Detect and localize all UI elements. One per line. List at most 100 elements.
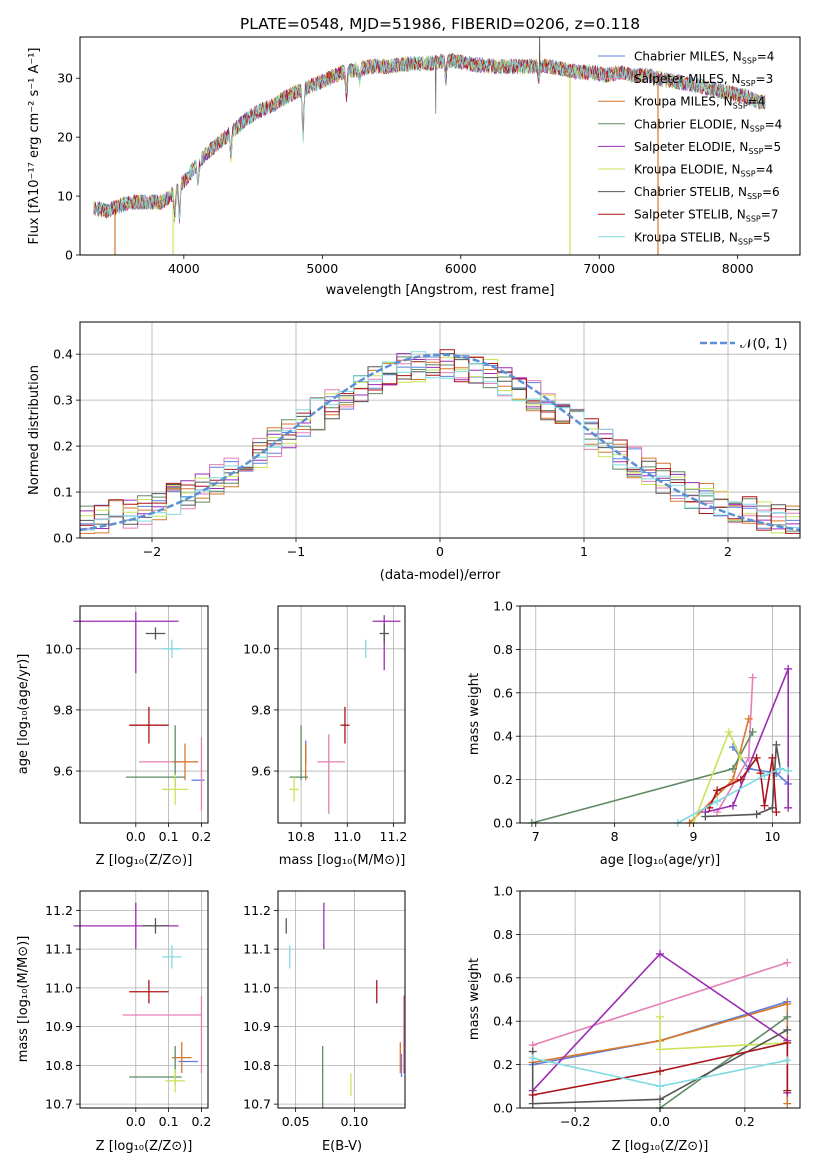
mass-vs-Z-frame bbox=[79, 890, 209, 1109]
weight-vs-Z-plot bbox=[528, 949, 792, 1112]
mass-vs-Z-panel: 0.0 0.1 0.2 10.7 10.8 10.9 11.0 11.1 11.2 Z [log… bbox=[16, 890, 211, 1154]
weight-marker bbox=[713, 786, 722, 795]
weight-marker bbox=[656, 949, 664, 958]
weight-marker bbox=[736, 775, 745, 784]
y-tick-label: 11.0 bbox=[45, 980, 73, 995]
weight-series-salpeter-stelib bbox=[528, 1038, 792, 1099]
weight-marker bbox=[783, 1038, 792, 1047]
weight-marker bbox=[656, 1045, 664, 1054]
weight-marker bbox=[725, 727, 734, 736]
x-tick-label: 11.0 bbox=[333, 829, 361, 844]
legend-equals: = bbox=[762, 185, 772, 199]
legend-nssp: 5 bbox=[773, 140, 781, 154]
y-tick-label: 0.8 bbox=[493, 927, 513, 942]
y-tick-label: 0.4 bbox=[53, 347, 73, 362]
age-vs-Z-ylabel: age [log₁₀(age/yr)] bbox=[16, 654, 31, 775]
normal-legend-label: 𝒩(0, 1) bbox=[740, 337, 787, 352]
weight-series-chabrier-stelib bbox=[528, 1025, 792, 1108]
x-tick-label: 10.8 bbox=[287, 829, 315, 844]
y-tick-label: 11.1 bbox=[243, 942, 271, 957]
weight-series-kroupa-stelib bbox=[528, 1054, 792, 1091]
weight-marker bbox=[768, 803, 777, 812]
residuals-legend: 𝒩(0, 1) bbox=[700, 337, 787, 352]
residuals-plot bbox=[79, 349, 801, 534]
weight-vs-age-ticks: 7 8 9 10 0.0 0.2 0.4 0.6 0.8 1.0 bbox=[493, 599, 780, 845]
legend-text: Salpeter STELIB, N bbox=[634, 208, 746, 222]
x-tick-label: 7 bbox=[532, 829, 540, 844]
legend-label-kroupa-miles: Kroupa MILES, NSSP=4 bbox=[634, 95, 765, 111]
legend-subscript: SSP bbox=[746, 215, 761, 224]
y-tick-label: 0.0 bbox=[493, 816, 513, 831]
legend-label-chabrier-stelib: Chabrier STELIB, NSSP=6 bbox=[634, 185, 780, 201]
legend-subscript: SSP bbox=[738, 237, 753, 246]
weight-marker bbox=[656, 1095, 664, 1104]
spectrum-panel: 4000 5000 6000 7000 8000 0 10 20 30 wavelength [… bbox=[27, 36, 801, 298]
weight-marker bbox=[656, 1082, 664, 1091]
legend-nssp: 4 bbox=[767, 50, 775, 64]
legend-nssp: 5 bbox=[763, 230, 771, 244]
age-vs-mass-panel: 10.8 11.0 11.2 9.6 9.8 10.0 mass [log₁₀(M/M⊙)… bbox=[243, 605, 407, 868]
weight-marker bbox=[783, 999, 792, 1008]
y-tick-label: 11.2 bbox=[243, 903, 271, 918]
legend-equals: = bbox=[763, 140, 773, 154]
errorbar-chabrier-stelib bbox=[142, 918, 169, 934]
y-tick-label: 0.6 bbox=[493, 685, 513, 700]
y-tick-label: 10.9 bbox=[243, 1019, 271, 1034]
legend-subscript: SSP bbox=[733, 102, 748, 111]
legend-label-chabrier-miles: Chabrier MILES, NSSP=4 bbox=[634, 50, 774, 66]
spectrum-ylabel: Flux [fλ10⁻¹⁷ erg cm⁻² s⁻¹ A⁻¹] bbox=[27, 48, 42, 245]
weight-vs-age-plot bbox=[527, 664, 793, 827]
y-tick-label: 0.3 bbox=[53, 393, 73, 408]
errorbar-kroupa-elodie bbox=[289, 777, 299, 802]
weight-marker bbox=[772, 740, 781, 749]
weight-marker bbox=[768, 753, 777, 762]
x-tick-label: 0.2 bbox=[735, 1114, 755, 1129]
weight-marker bbox=[748, 727, 757, 736]
weight-marker bbox=[713, 797, 722, 806]
x-tick-label: 0.2 bbox=[191, 1114, 211, 1129]
weight-line bbox=[531, 1029, 788, 1105]
x-tick-label: −2 bbox=[143, 544, 161, 559]
mass-vs-ebv-plot bbox=[285, 902, 405, 1108]
weight-marker bbox=[783, 1086, 792, 1095]
weight-marker bbox=[528, 1054, 537, 1063]
legend-equals: = bbox=[756, 72, 766, 86]
weight-marker bbox=[784, 766, 793, 775]
legend-text: Salpeter MILES, N bbox=[634, 72, 741, 86]
weight-series-salpeter-miles bbox=[713, 673, 757, 817]
weight-vs-Z-xlabel: Z [log₁₀(Z/Z⊙)] bbox=[612, 1139, 709, 1154]
spectrum-plot bbox=[93, 37, 766, 255]
legend-text: Chabrier STELIB, N bbox=[634, 185, 747, 199]
weight-vs-Z-panel: −0.2 0.0 0.2 0.0 0.2 0.4 0.6 0.8 1.0 Z [log₁₀(Z/… bbox=[467, 884, 801, 1154]
x-tick-label: 0.1 bbox=[159, 829, 179, 844]
mass-vs-ebv-xlabel: E(B-V) bbox=[322, 1139, 362, 1154]
mass-vs-ebv-panel: 0.05 0.10 10.7 10.8 10.9 11.0 11.1 11.2 E(B-V) bbox=[243, 890, 406, 1154]
weight-marker bbox=[736, 753, 745, 762]
x-tick-label: −1 bbox=[287, 544, 305, 559]
y-tick-label: 11.1 bbox=[45, 942, 73, 957]
weight-vs-Z-ticks: −0.2 0.0 0.2 0.0 0.2 0.4 0.6 0.8 1.0 bbox=[493, 884, 755, 1130]
errorbar-kroupa-elodie bbox=[162, 774, 189, 805]
x-tick-label: −0.2 bbox=[560, 1114, 590, 1129]
legend-nssp: 4 bbox=[775, 117, 783, 131]
age-vs-Z-ticks: 0.0 0.1 0.2 9.6 9.8 10.0 bbox=[45, 641, 211, 844]
weight-line bbox=[705, 668, 789, 813]
legend-equals: = bbox=[748, 95, 758, 109]
weight-marker bbox=[656, 1067, 664, 1076]
mass-vs-ebv-frame bbox=[277, 890, 406, 1109]
normal-curve bbox=[79, 353, 801, 532]
y-tick-label: 20 bbox=[57, 130, 73, 145]
weight-marker bbox=[748, 673, 757, 682]
legend-text: Kroupa STELIB, N bbox=[634, 230, 738, 244]
y-tick-label: 9.8 bbox=[251, 702, 271, 717]
weight-vs-age-xlabel: age [log₁₀(age/yr)] bbox=[600, 853, 721, 868]
legend-label-salpeter-elodie: Salpeter ELODIE, NSSP=5 bbox=[634, 140, 781, 156]
legend-nssp: 4 bbox=[766, 163, 774, 177]
y-tick-label: 9.8 bbox=[53, 702, 73, 717]
legend-text: Chabrier MILES, N bbox=[634, 50, 742, 64]
mass-vs-Z-ticks: 0.0 0.1 0.2 10.7 10.8 10.9 11.0 11.1 11.2 bbox=[45, 903, 211, 1129]
y-tick-label: 0.1 bbox=[53, 485, 73, 500]
figure-title: PLATE=0548, MJD=51986, FIBERID=0206, z=0… bbox=[240, 15, 640, 33]
